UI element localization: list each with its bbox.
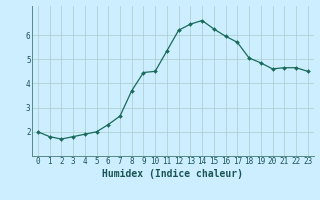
- X-axis label: Humidex (Indice chaleur): Humidex (Indice chaleur): [102, 169, 243, 179]
